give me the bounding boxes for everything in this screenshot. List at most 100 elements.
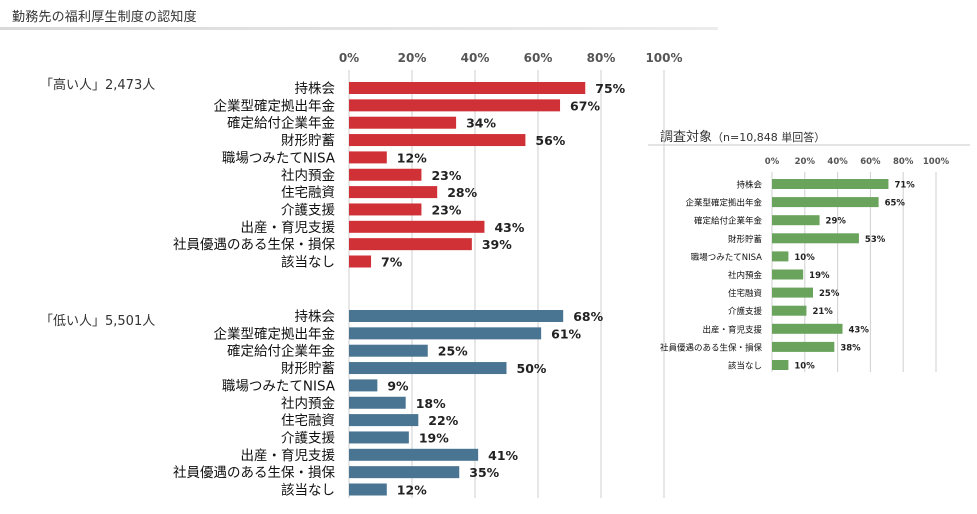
high-category-label: 企業型確定拠出年金 [214,97,336,114]
low-bar [349,327,542,340]
inset-tick-label: 60% [860,157,881,167]
inset-category-label: 社内預金 [728,270,763,281]
high-bar [349,186,438,199]
high-bar [349,82,586,94]
inset-bar [772,287,813,298]
low-category-label: 企業型確定拠出年金 [214,325,336,342]
high-value-label: 67% [570,98,600,113]
inset-category-label: 住宅融資 [728,288,762,299]
main-tick-label: 60% [524,51,553,65]
high-category-label: 介護支援 [281,202,335,218]
inset-tick-label: 0% [765,157,780,167]
inset-category-label: 企業型確定拠出年金 [685,198,762,209]
inset-value-label: 53% [865,235,886,245]
page-title: 勤務先の福利厚生制度の認知度 [12,10,197,25]
low-category-label: 財形貯蓄 [281,361,335,377]
inset-bar [772,269,804,280]
high-value-label: 12% [397,150,427,165]
low-value-label: 35% [469,465,499,480]
low-bar [349,344,428,357]
inset-category-label: 確定給付企業年金 [694,216,763,227]
low-value-label: 12% [397,483,427,498]
low-value-label: 18% [416,396,446,411]
inset-value-label: 10% [794,362,815,372]
inset-bar [772,197,879,208]
high-value-label: 43% [494,220,524,235]
inset-value-label: 19% [809,271,830,281]
low-value-label: 25% [438,344,468,359]
high-category-label: 持株会 [295,81,336,97]
main-tick-label: 0% [339,51,359,65]
high-category-label: 該当なし [281,255,335,271]
inset-chart-subtitle: （n=10,848 単回答） [712,131,826,144]
inset-chart-ticks: 0% 20% 40% 60% 80% 100% [765,157,950,167]
high-category-label: 職場つみたてNISA [222,150,336,166]
inset-bar [772,179,889,189]
low-category-label: 持株会 [295,309,336,325]
inset-bar [772,233,859,244]
high-bar [349,203,422,216]
inset-title-divider [648,144,970,146]
low-bar [349,396,406,409]
main-tick-label: 20% [398,51,427,65]
inset-tick-label: 80% [893,157,914,167]
high-value-label: 39% [482,237,512,252]
low-category-label: 社内預金 [281,396,335,412]
inset-bar [772,305,807,316]
high-value-label: 23% [431,168,461,183]
high-group-bars: 持株会 75% 企業型確定拠出年金 67% 確定給付企業年金 34% 財形貯蓄 56% 職場つみ… [173,81,626,271]
inset-category-label: 該当なし [728,361,762,372]
group-label-high: 「高い人」2,473人 [40,78,156,93]
low-category-label: 職場つみたてNISA [222,378,336,394]
high-bar [349,220,485,233]
low-category-label: 住宅融資 [281,413,335,429]
high-value-label: 23% [431,202,461,217]
inset-bar [772,251,789,262]
main-tick-label: 100% [645,51,682,65]
inset-category-label: 介護支援 [728,306,763,317]
high-bar [349,99,561,112]
high-category-label: 財形貯蓄 [281,133,335,149]
high-value-label: 7% [381,255,403,270]
low-value-label: 41% [488,448,518,463]
low-bar [349,483,387,496]
low-category-label: 該当なし [281,483,335,499]
high-value-label: 56% [535,133,565,148]
inset-bar [772,215,820,226]
inset-value-label: 25% [819,289,840,299]
title-divider [0,27,718,30]
inset-value-label: 38% [840,343,861,353]
inset-bar [772,360,789,370]
low-bar [349,379,378,392]
low-category-label: 介護支援 [281,430,335,446]
high-value-label: 34% [466,116,496,131]
inset-tick-label: 100% [923,157,950,167]
inset-value-label: 10% [794,253,815,263]
high-bar [349,238,472,251]
high-category-label: 確定給付企業年金 [227,115,335,132]
inset-value-label: 71% [894,181,915,191]
inset-tick-label: 40% [827,157,848,167]
low-value-label: 61% [551,326,581,341]
high-bar [349,168,422,181]
low-value-label: 68% [573,309,603,324]
inset-category-label: 財形貯蓄 [728,234,762,245]
inset-bar [772,323,843,334]
inset-category-label: 持株会 [736,180,762,191]
high-category-label: 出産・育児支援 [241,220,336,236]
low-bar [349,448,479,461]
inset-value-label: 43% [849,325,870,335]
inset-value-label: 21% [812,307,833,317]
high-bar [349,151,387,164]
inset-tick-label: 20% [795,157,816,167]
high-bar [349,255,372,268]
inset-chart-bars: 持株会 71% 企業型確定拠出年金 65% 確定給付企業年金 29% 財形貯蓄 53% 職場つみ… [660,179,915,372]
inset-category-label: 職場つみたてNISA [691,252,762,263]
low-value-label: 19% [419,430,449,445]
low-category-label: 社員優遇のある生保・損保 [173,465,335,481]
high-bar [349,116,457,129]
inset-category-label: 社員優遇のある生保・損保 [660,342,763,353]
low-group-bars: 持株会 68% 企業型確定拠出年金 61% 確定給付企業年金 25% 財形貯蓄 50% 職場つみ… [173,309,604,499]
high-value-label: 28% [447,185,477,200]
